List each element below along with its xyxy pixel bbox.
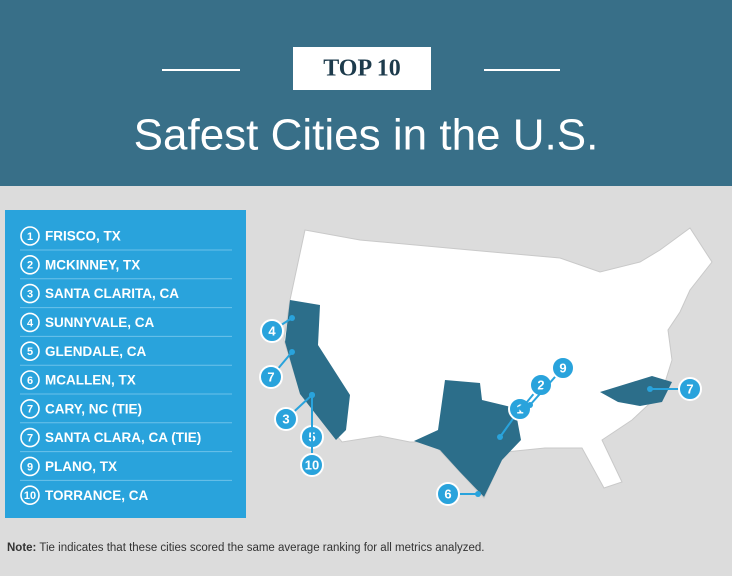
marker (678, 377, 702, 401)
city-list: 1 FRISCO, TX 2 MCKINNEY, TX 3 SANTA CLARITA, … (20, 226, 232, 506)
rank-circle (20, 254, 40, 275)
marker-label: 3 (282, 411, 289, 426)
us-map (283, 227, 713, 499)
marker-dot (497, 434, 503, 440)
state-california (285, 300, 350, 440)
marker-dot (647, 386, 653, 392)
marker-dot (309, 392, 315, 398)
marker (300, 453, 324, 477)
note: Note: Tie indicates that these cities sc… (7, 542, 485, 554)
marker (551, 356, 575, 380)
rank: 5 (27, 346, 33, 358)
marker-label: 7 (267, 369, 274, 384)
rank: 3 (27, 289, 33, 301)
rank: 2 (27, 260, 33, 272)
marker-dot (475, 491, 481, 497)
rank: 1 (27, 231, 33, 243)
marker-dot (519, 405, 525, 411)
state-north-carolina (600, 376, 672, 406)
rank-circle (20, 226, 40, 246)
city: FRISCO, TX (45, 229, 121, 244)
marker (260, 319, 284, 343)
marker-label: 10 (305, 457, 319, 472)
marker-label: 4 (268, 323, 276, 338)
city: TORRANCE, CA (45, 488, 149, 503)
list-panel (5, 210, 246, 518)
rank-circle (20, 341, 40, 362)
marker-label: 7 (686, 381, 693, 396)
marker-dot (289, 349, 295, 355)
city: CARY, NC (TIE) (45, 401, 142, 416)
badge: TOP 10 (323, 56, 401, 82)
marker-label: 2 (537, 377, 544, 392)
header-band (0, 0, 732, 186)
city: GLENDALE, CA (45, 344, 147, 359)
marker-dot (289, 315, 295, 321)
marker-label: 9 (559, 360, 566, 375)
rank-circle (20, 398, 40, 419)
marker (529, 373, 553, 397)
rank: 9 (27, 461, 33, 473)
note-text: Tie indicates that these cities scored t… (39, 542, 484, 554)
city: MCALLEN, TX (45, 373, 136, 388)
rank-circle (20, 370, 40, 390)
rank-circle (20, 456, 40, 477)
rank: 4 (27, 317, 34, 329)
rank: 6 (27, 375, 33, 387)
rank: 7 (27, 433, 33, 445)
marker-label: 6 (444, 486, 451, 501)
title: Safest Cities in the U.S. (134, 111, 599, 160)
rank-circle (20, 427, 40, 448)
rank: 10 (24, 490, 36, 502)
state-texas (414, 380, 521, 497)
rank: 7 (27, 404, 33, 416)
rank-circle (20, 312, 40, 333)
map-markers: 47351012967 (259, 315, 702, 506)
note-label: Note: (7, 542, 36, 554)
city: MCKINNEY, TX (45, 257, 140, 272)
city: PLANO, TX (45, 459, 117, 474)
rank-circle (20, 283, 40, 304)
city: SANTA CLARA, CA (TIE) (45, 430, 201, 445)
city: SANTA CLARITA, CA (45, 286, 179, 301)
city: SUNNYVALE, CA (45, 315, 155, 330)
marker (436, 482, 460, 506)
us-outline (283, 227, 713, 499)
badge-box (293, 47, 431, 90)
marker (259, 365, 283, 389)
marker (274, 407, 298, 431)
marker-dot (527, 402, 533, 408)
rank-circle (20, 485, 40, 506)
